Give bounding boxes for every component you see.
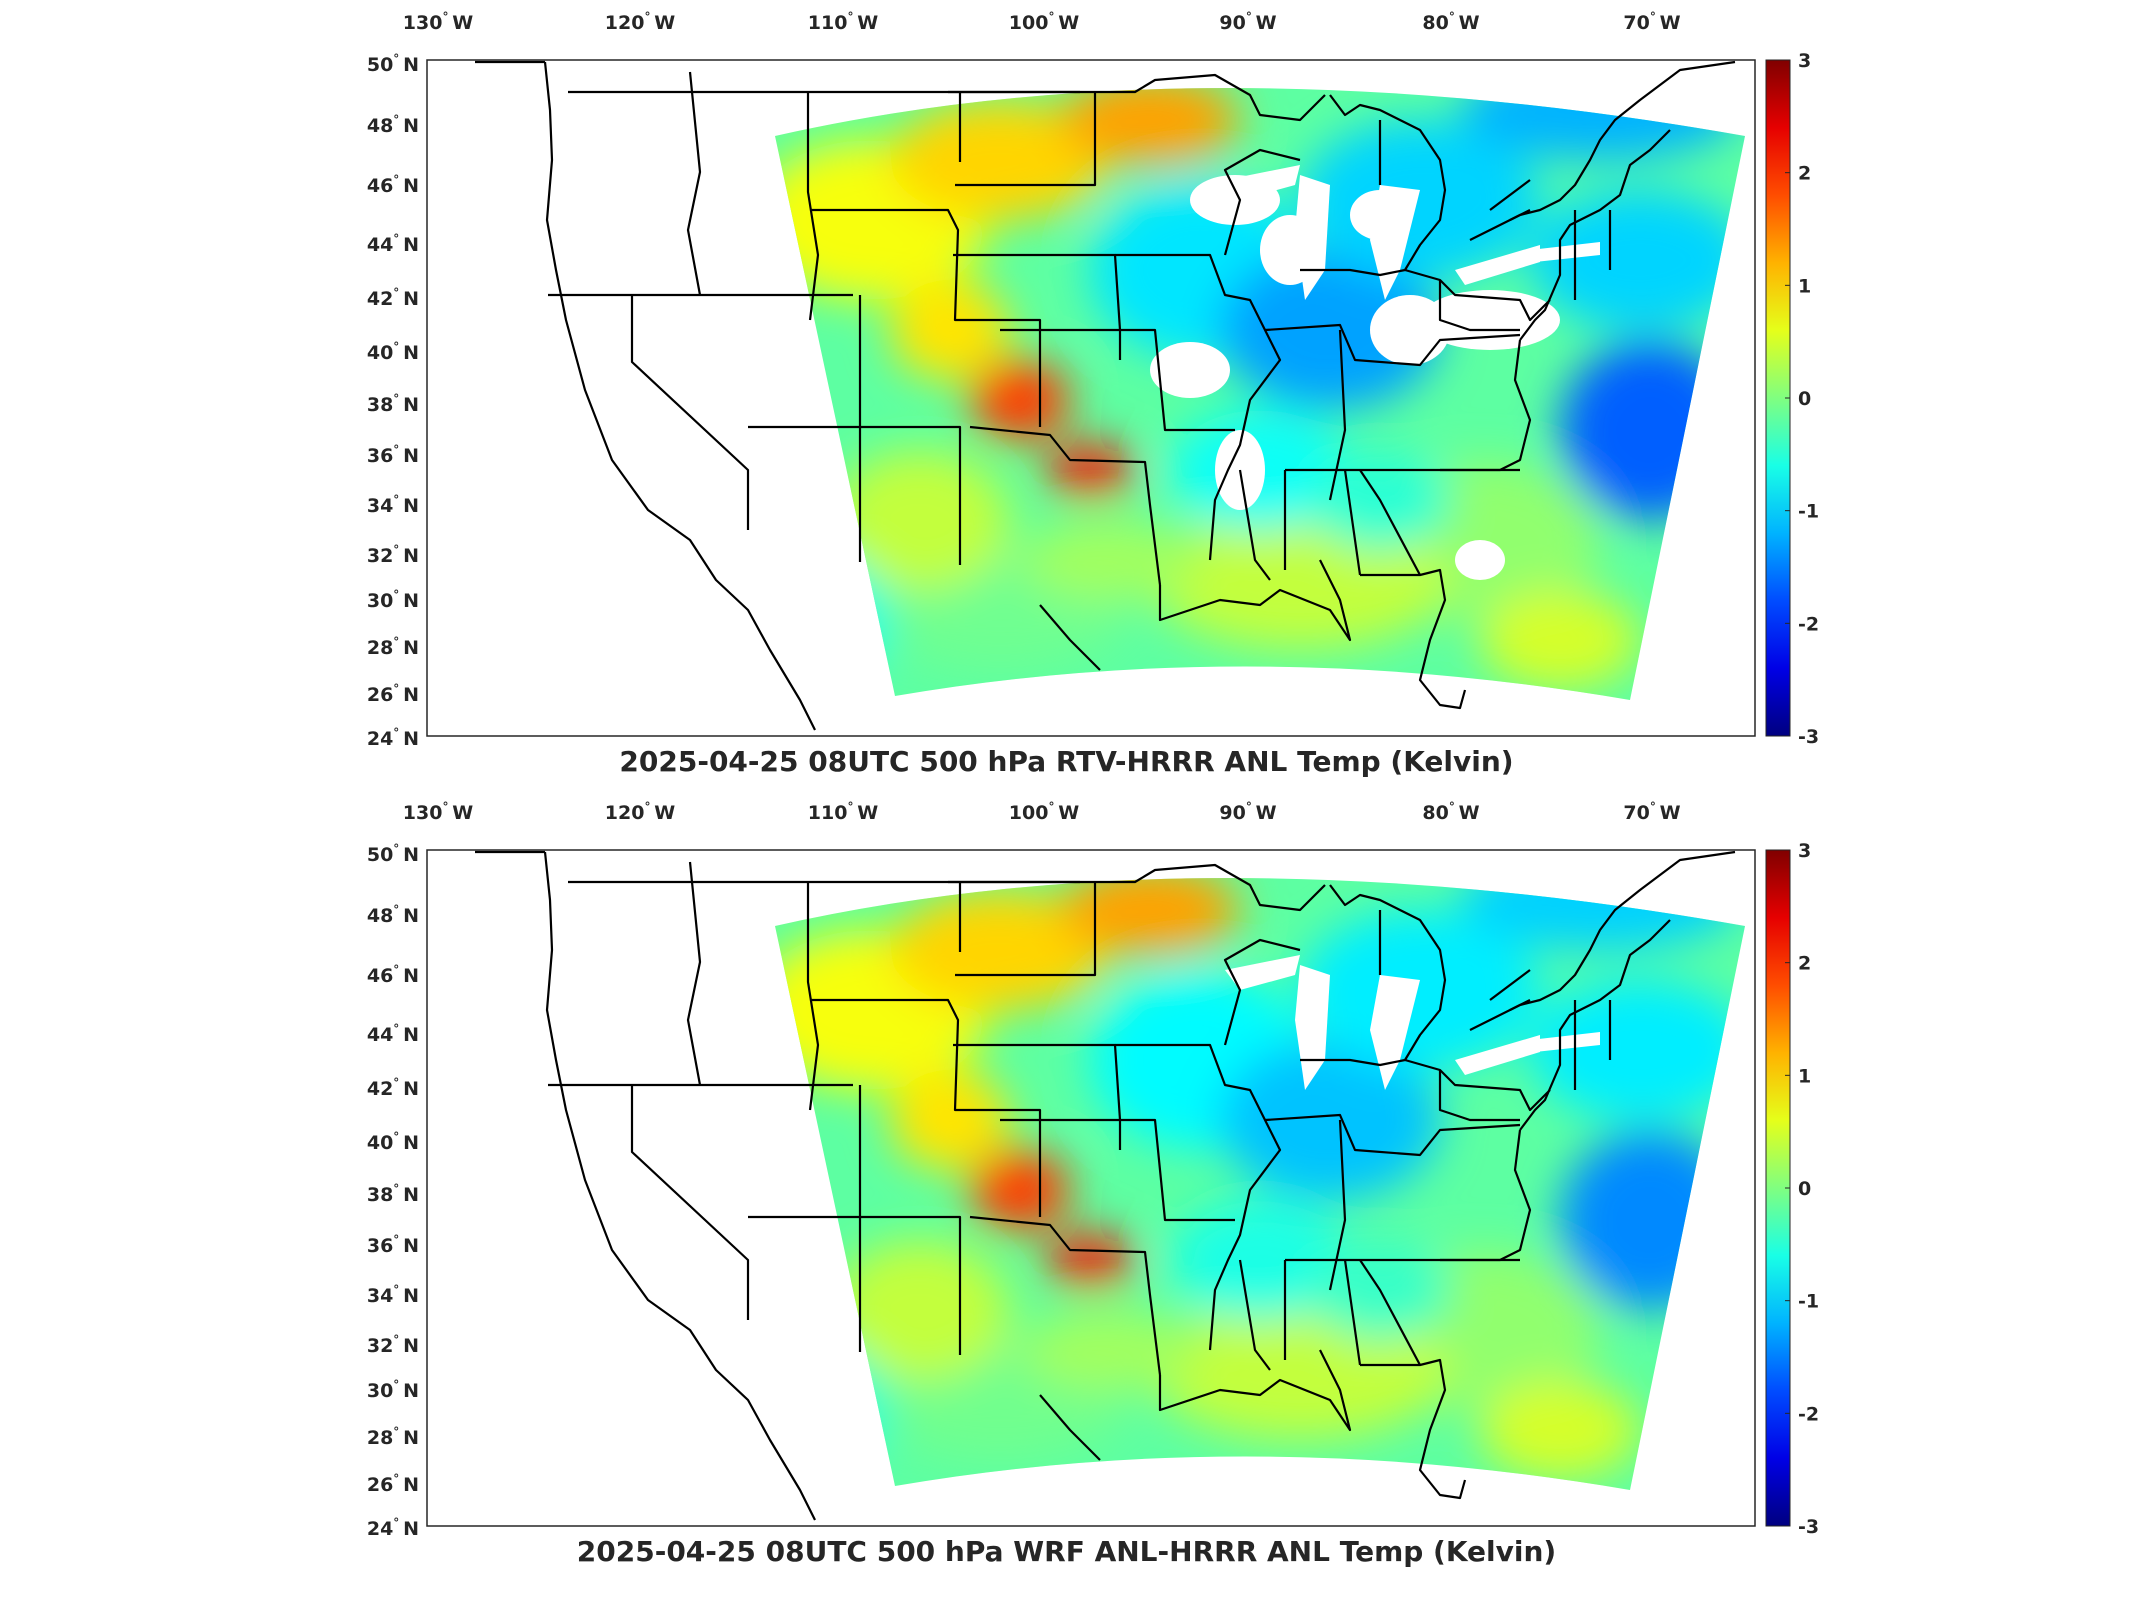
lat-tick-label: 32° N	[367, 543, 419, 567]
lat-tick-label: 36° N	[367, 443, 419, 467]
lon-tick-label: 80° W	[1422, 800, 1479, 824]
colorbar-tick-label: -1	[1798, 501, 1819, 523]
colorbar-tick-label: 0	[1798, 1178, 1811, 1200]
lat-tick-label: 48° N	[367, 113, 419, 137]
colorbar-tick-label: -3	[1798, 726, 1819, 748]
map-borders	[475, 60, 1736, 731]
colorbar-tick-label: -2	[1798, 613, 1819, 635]
lat-tick-label: 30° N	[367, 588, 419, 612]
panel-rtv: 130° W 120° W 110° W 100° W 90° W 80° W 70° W 5…	[0, 0, 2133, 790]
map-borders	[475, 850, 1736, 1521]
lat-tick-label: 26° N	[367, 682, 419, 706]
lat-tick-label: 26° N	[367, 1472, 419, 1496]
lon-tick-label: 80° W	[1422, 10, 1479, 34]
lat-tick-label: 24° N	[367, 726, 419, 750]
lat-tick-label: 46° N	[367, 173, 419, 197]
panel-wrf: 130° W 120° W 110° W 100° W 90° W 80° W 70° W 5…	[0, 790, 2133, 1600]
lat-tick-label: 44° N	[367, 1022, 419, 1046]
colorbar-tick-label: 2	[1798, 953, 1811, 975]
lat-tick-label: 30° N	[367, 1378, 419, 1402]
colorbar-tick-label: -3	[1798, 1516, 1819, 1538]
colorbar-tick-label: 2	[1798, 163, 1811, 185]
lon-tick-label: 100° W	[1009, 800, 1079, 824]
colorbar-tick-label: 0	[1798, 388, 1811, 410]
lon-tick-label: 130° W	[403, 800, 473, 824]
lat-tick-label: 36° N	[367, 1233, 419, 1257]
missing-data-patch	[1150, 342, 1230, 398]
lon-tick-label: 110° W	[808, 10, 878, 34]
lat-tick-label: 50° N	[367, 52, 419, 76]
colorbar-tick-label: 1	[1798, 275, 1811, 297]
colorbar-tick-label: -1	[1798, 1291, 1819, 1313]
panel-title-wrf: 2025-04-25 08UTC 500 hPa WRF ANL-HRRR AN…	[576, 1535, 1557, 1568]
colorbar-tick-label: -2	[1798, 1403, 1819, 1425]
lat-tick-label: 50° N	[367, 842, 419, 866]
map-rtv: 130° W 120° W 110° W 100° W 90° W 80° W 70° W 5…	[367, 10, 1819, 750]
colorbar-tick-label: 3	[1798, 50, 1811, 72]
lon-tick-label: 120° W	[605, 10, 675, 34]
lat-tick-label: 38° N	[367, 1182, 419, 1206]
lat-tick-label: 32° N	[367, 1333, 419, 1357]
lat-tick-label: 48° N	[367, 903, 419, 927]
lat-tick-label: 28° N	[367, 1425, 419, 1449]
lon-tick-label: 70° W	[1623, 800, 1680, 824]
lat-tick-label: 42° N	[367, 1076, 419, 1100]
lat-tick-label: 42° N	[367, 286, 419, 310]
panel-title-rtv: 2025-04-25 08UTC 500 hPa RTV-HRRR ANL Te…	[619, 745, 1514, 778]
colorbar-tick-label: 3	[1798, 840, 1811, 862]
lat-tick-label: 40° N	[367, 340, 419, 364]
lon-tick-label: 70° W	[1623, 10, 1680, 34]
lat-tick-label: 40° N	[367, 1130, 419, 1154]
lat-tick-label: 44° N	[367, 232, 419, 256]
lon-tick-label: 110° W	[808, 800, 878, 824]
lat-tick-label: 34° N	[367, 493, 419, 517]
lon-tick-label: 130° W	[403, 10, 473, 34]
lon-tick-label: 90° W	[1219, 800, 1276, 824]
lon-tick-label: 90° W	[1219, 10, 1276, 34]
map-wrf: 130° W 120° W 110° W 100° W 90° W 80° W 70° W 5…	[367, 800, 1819, 1540]
lon-tick-label: 100° W	[1009, 10, 1079, 34]
lon-tick-label: 120° W	[605, 800, 675, 824]
lat-tick-label: 24° N	[367, 1516, 419, 1540]
lat-tick-label: 34° N	[367, 1283, 419, 1307]
missing-data-patch	[1455, 540, 1505, 580]
colorbar-tick-label: 1	[1798, 1065, 1811, 1087]
lat-tick-label: 28° N	[367, 635, 419, 659]
lat-tick-label: 46° N	[367, 963, 419, 987]
lat-tick-label: 38° N	[367, 392, 419, 416]
